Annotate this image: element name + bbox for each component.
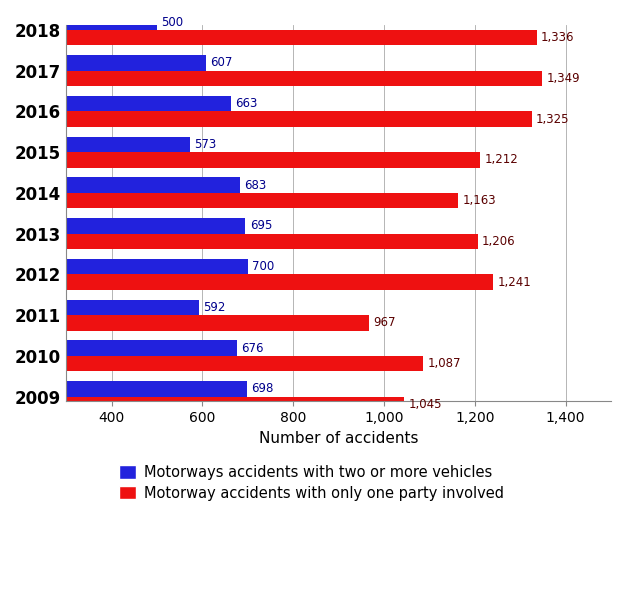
Bar (0, 315, 369, 331)
Bar (0, 300, 198, 315)
Bar (0, 356, 423, 371)
Text: 1,349: 1,349 (547, 72, 580, 85)
Text: 1,087: 1,087 (428, 357, 461, 370)
Bar (0, 218, 245, 233)
Legend: Motorways accidents with two or more vehicles, Motorway accidents with only one : Motorways accidents with two or more veh… (111, 458, 511, 508)
X-axis label: Number of accidents: Number of accidents (259, 430, 418, 446)
Text: 1,212: 1,212 (485, 153, 518, 167)
Bar (0, 396, 404, 412)
Text: 663: 663 (235, 97, 258, 110)
Text: 700: 700 (252, 260, 275, 273)
Text: 1,163: 1,163 (463, 194, 496, 207)
Bar (0, 274, 493, 290)
Text: 1,206: 1,206 (482, 235, 516, 248)
Text: 698: 698 (252, 382, 274, 395)
Bar (0, 259, 248, 274)
Text: 683: 683 (245, 179, 267, 192)
Text: 676: 676 (242, 342, 264, 354)
Bar (0, 111, 531, 127)
Bar (0, 30, 536, 46)
Text: 967: 967 (374, 316, 396, 330)
Bar (0, 193, 458, 209)
Text: 592: 592 (203, 301, 225, 314)
Bar (0, 96, 231, 111)
Text: 1,325: 1,325 (536, 112, 570, 126)
Bar (0, 381, 247, 396)
Bar (0, 233, 478, 249)
Bar (0, 55, 205, 71)
Bar (0, 340, 237, 356)
Text: 695: 695 (250, 219, 272, 232)
Bar (0, 15, 157, 30)
Text: 607: 607 (210, 57, 232, 69)
Text: 1,045: 1,045 (409, 398, 443, 411)
Bar (0, 137, 190, 152)
Text: 573: 573 (195, 138, 217, 151)
Text: 1,336: 1,336 (541, 31, 575, 44)
Text: 500: 500 (162, 16, 183, 29)
Bar (0, 152, 480, 168)
Text: 1,241: 1,241 (498, 275, 531, 289)
Bar (0, 178, 240, 193)
Bar (0, 71, 543, 86)
